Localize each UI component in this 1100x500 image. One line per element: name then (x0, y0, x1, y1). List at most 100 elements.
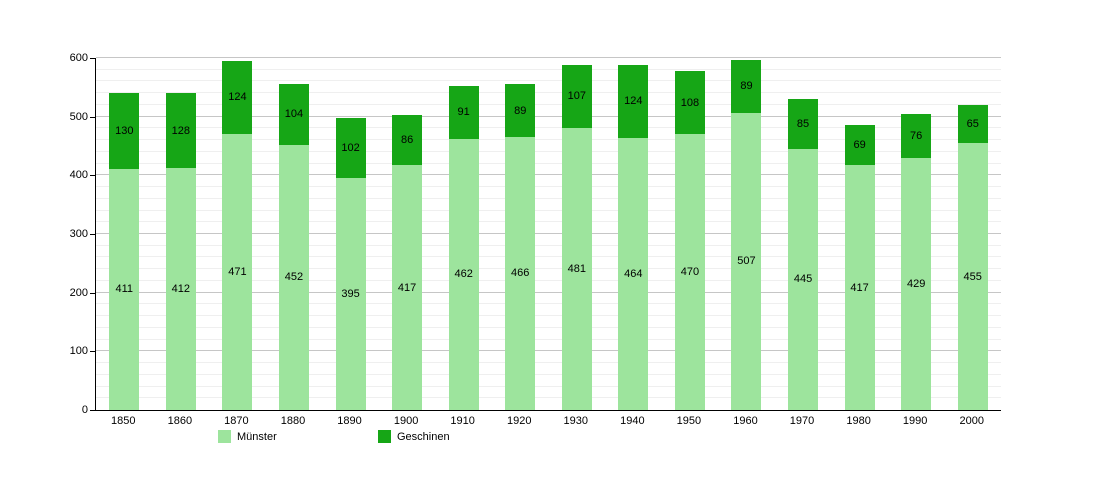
bar-value-label: 455 (963, 270, 982, 283)
minor-gridline (96, 279, 1001, 281)
x-tick-label: 1850 (111, 415, 136, 427)
y-tick-label: 100 (69, 345, 88, 358)
bar-segment: 107 (561, 65, 592, 128)
minor-gridline (96, 268, 1001, 270)
x-tick-label: 1950 (676, 415, 702, 427)
bar-value-label: 91 (457, 106, 470, 119)
bar-segment: 89 (505, 84, 536, 137)
y-tick-label: 500 (69, 110, 88, 123)
y-tick-mark (90, 410, 95, 411)
bar-value-label: 124 (228, 91, 247, 104)
bar-segment: 86 (392, 114, 423, 166)
minor-gridline (96, 256, 1001, 258)
bar-stack: 412 128 (165, 93, 196, 410)
bar-segment: 65 (957, 104, 988, 144)
legend-label: Münster (237, 430, 277, 443)
legend-item-1: Geschinen (378, 430, 450, 443)
legend: Münster Geschinen (0, 430, 1100, 450)
bar-segment: 69 (844, 124, 875, 166)
y-axis-labels: 0 100 200 300 400 500 600 (0, 52, 88, 416)
minor-gridline (96, 127, 1001, 129)
x-tick-label: 1990 (902, 415, 928, 427)
bar-value-label: 108 (680, 96, 700, 109)
minor-gridline (96, 326, 1001, 328)
minor-gridline (96, 303, 1001, 305)
bar-value-label: 128 (171, 124, 191, 137)
bar-segment: 464 (618, 137, 649, 410)
bar-value-label: 462 (454, 268, 473, 281)
y-tick-mark (90, 351, 95, 353)
y-tick-label: 300 (69, 228, 88, 240)
bar-stack: 507 89 (731, 60, 762, 410)
bar-segment: 108 (674, 70, 705, 135)
bar-value-label: 481 (567, 262, 586, 275)
bar-value-label: 85 (796, 118, 810, 130)
minor-gridline (96, 315, 1001, 317)
bar-value-label: 445 (793, 273, 813, 286)
major-gridline (96, 57, 1001, 58)
x-tick-label: 1910 (450, 415, 475, 427)
minor-gridline (96, 209, 1001, 211)
bar-value-label: 124 (624, 95, 643, 108)
bar-stack: 445 85 (788, 99, 819, 410)
x-axis-labels: 1850 1860 1870 1880 1890 1900 1910 1920 1930 1940… (95, 415, 1000, 429)
bar-segment: 412 (165, 168, 196, 410)
bar-value-label: 471 (228, 265, 247, 278)
minor-gridline (96, 397, 1001, 399)
bar-stack: 429 76 (901, 113, 932, 410)
major-gridline (96, 350, 1001, 352)
bar-segment: 481 (561, 127, 592, 410)
minor-gridline (96, 80, 1001, 82)
bar-stack: 417 86 (392, 114, 423, 410)
bar-stack: 464 124 (618, 65, 649, 410)
bar-value-label: 466 (511, 267, 530, 280)
bar-segment: 85 (788, 99, 819, 149)
bar-segment: 395 (335, 178, 366, 410)
bar-segment: 471 (222, 133, 253, 410)
bar-value-label: 395 (341, 288, 360, 301)
bar-segment: 466 (505, 136, 536, 410)
bar-segment: 128 (165, 93, 196, 169)
bar-value-label: 417 (850, 281, 869, 294)
minor-gridline (96, 221, 1001, 223)
y-tick-mark (90, 292, 95, 294)
bar-segment: 429 (901, 158, 932, 410)
legend-swatch (218, 430, 231, 443)
minor-gridline (96, 244, 1001, 246)
bar-value-label: 107 (567, 90, 586, 103)
bar-value-label: 470 (680, 266, 700, 279)
x-tick-label: 1960 (733, 415, 758, 427)
minor-gridline (96, 92, 1001, 94)
bar-value-label: 69 (853, 139, 866, 152)
bar-segment: 445 (788, 148, 819, 410)
bar-value-label: 102 (341, 142, 360, 155)
minor-gridline (96, 373, 1001, 375)
bar-value-label: 76 (910, 130, 923, 143)
bar-value-label: 65 (966, 118, 979, 131)
bar-stack: 417 69 (844, 124, 875, 410)
minor-gridline (96, 68, 1001, 70)
bar-stack: 462 91 (448, 85, 479, 410)
bar-value-label: 417 (397, 281, 417, 294)
bar-segment: 452 (278, 144, 309, 410)
bar-value-label: 429 (906, 278, 926, 291)
major-gridline (96, 291, 1001, 293)
major-gridline (96, 233, 1001, 234)
bar-stack: 470 108 (674, 70, 705, 410)
bar-segment: 411 (109, 168, 140, 410)
bar-stack: 481 107 (561, 65, 592, 410)
bar-segment: 104 (278, 83, 309, 145)
y-tick-label: 200 (69, 286, 88, 299)
bar-value-label: 452 (284, 271, 304, 284)
y-tick-label: 400 (69, 169, 88, 182)
minor-gridline (96, 186, 1001, 188)
plot-area: 411 130 412 128 471 124 452 104 395 102 417 86 462 91… (95, 57, 1001, 411)
bar-stack: 411 130 (109, 92, 140, 410)
y-tick-mark (90, 116, 95, 118)
bar-segment: 470 (674, 134, 705, 410)
x-tick-label: 2000 (959, 415, 984, 427)
x-tick-label: 1930 (563, 415, 589, 427)
legend-swatch (378, 430, 391, 443)
y-tick-mark (90, 175, 95, 177)
